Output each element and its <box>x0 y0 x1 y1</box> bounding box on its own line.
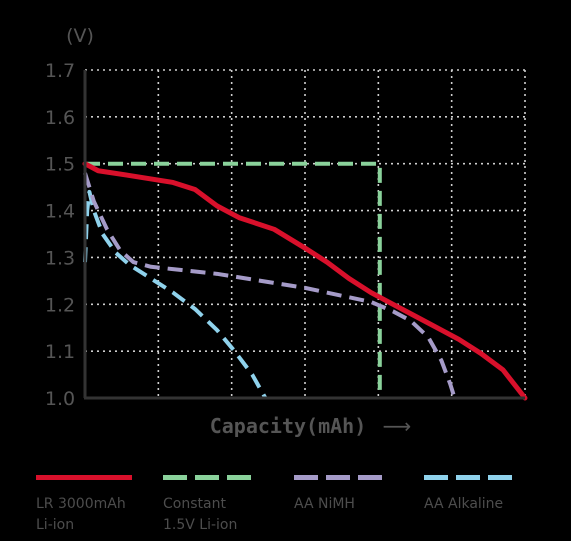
series-lines <box>82 161 528 401</box>
y-tick-label: 1.7 <box>45 60 75 82</box>
grid <box>85 69 526 398</box>
chart: 1.7 1.6 1.5 1.4 1.3 1.2 1.1 1.0 (V) Capacity(mA… <box>45 25 528 438</box>
legend-swatch-nimh <box>294 475 390 480</box>
legend-item-nimh: AA NiMH <box>294 470 390 515</box>
legend-swatch-constant <box>163 475 259 480</box>
y-tick-label: 1.5 <box>45 154 75 176</box>
series-line-0 <box>82 161 528 401</box>
legend-swatch-alkaline <box>424 475 520 480</box>
y-tick-label: 1.6 <box>45 107 75 129</box>
legend-label-alkaline: AA Alkaline <box>424 496 504 512</box>
legend-label-constant: Constant 1.5V Li-ion <box>163 496 238 533</box>
series-line-2 <box>83 172 457 399</box>
legend: LR 3000mAh Li-ion Constant 1.5V Li-ion A… <box>0 470 571 541</box>
y-tick-label: 1.1 <box>45 341 75 363</box>
legend-label-lr: LR 3000mAh Li-ion <box>36 496 126 533</box>
legend-item-alkaline: AA Alkaline <box>424 470 520 515</box>
legend-item-lr: LR 3000mAh Li-ion <box>36 470 132 536</box>
series-line-3 <box>83 189 268 399</box>
y-tick-label: 1.4 <box>45 201 75 223</box>
y-tick-labels: 1.7 1.6 1.5 1.4 1.3 1.2 1.1 1.0 <box>45 60 75 410</box>
legend-swatch-lr <box>36 475 132 480</box>
x-axis-label: Capacity(mAh) <box>210 414 367 438</box>
y-tick-label: 1.2 <box>45 294 75 316</box>
y-axis-label: (V) <box>66 25 94 47</box>
y-tick-label: 1.0 <box>45 388 75 410</box>
series-line-1 <box>85 161 382 398</box>
legend-label-nimh: AA NiMH <box>294 496 355 512</box>
axes <box>83 70 525 400</box>
legend-item-constant: Constant 1.5V Li-ion <box>163 470 259 536</box>
y-tick-label: 1.3 <box>45 247 75 269</box>
x-axis-arrow: ⟶ <box>383 414 412 438</box>
